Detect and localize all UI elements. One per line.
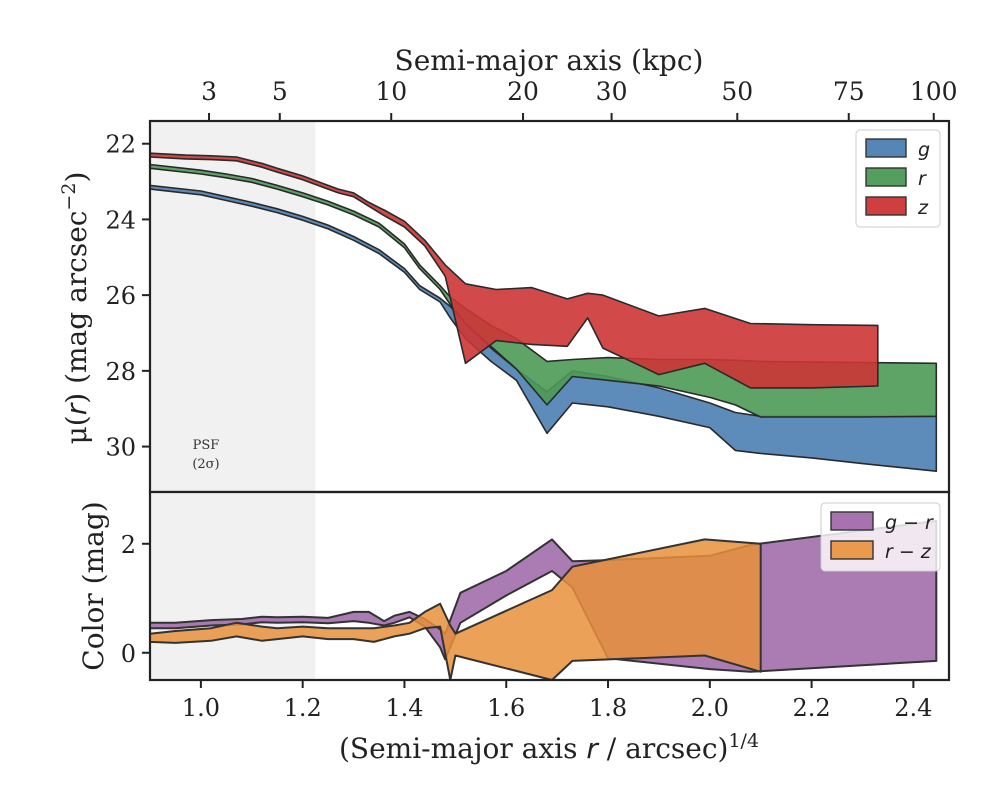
x-tick-label: 2.4 xyxy=(894,694,932,722)
color-legend: g − r r − z xyxy=(820,502,941,572)
x-tick-label: 2.2 xyxy=(793,694,831,722)
legend-swatch xyxy=(865,138,907,158)
color-panel: 0 2 1.0 1.2 1.4 1.6 1.8 2.0 2.2 2.4 g − r r − z xyxy=(121,490,951,722)
y-tick-label: 2 xyxy=(121,531,136,559)
top-axis-title: Semi-major axis (kpc) xyxy=(395,44,704,77)
x-tick-label: 1.4 xyxy=(385,694,423,722)
x-tick-label: 1.8 xyxy=(589,694,627,722)
x-tick-label: 1.0 xyxy=(182,694,220,722)
y-axis-label-color: Color (mag) xyxy=(77,501,110,670)
y-tick-label: 26 xyxy=(105,282,136,310)
x-tick-label: 1.2 xyxy=(284,694,322,722)
legend-swatch xyxy=(830,511,874,531)
x-tick-label: 2.0 xyxy=(691,694,729,722)
top-x-tick-label: 10 xyxy=(375,77,407,106)
legend-swatch xyxy=(830,540,874,560)
legend-label: z xyxy=(917,197,929,219)
top-x-tick-label: 100 xyxy=(910,77,958,106)
z-band-area xyxy=(149,152,879,389)
y-tick-label: 28 xyxy=(105,358,136,386)
x-tick-label: 1.6 xyxy=(487,694,525,722)
legend-label: g xyxy=(918,139,930,161)
g-band-area xyxy=(149,184,938,472)
r-minus-z-area xyxy=(149,538,762,681)
profile-legend: grz xyxy=(855,129,941,228)
top-x-tick-label: 75 xyxy=(833,77,865,106)
y-tick-label: 24 xyxy=(105,206,136,234)
legend-swatch xyxy=(865,167,907,187)
top-x-tick-label: 30 xyxy=(596,77,628,106)
y-tick-label: 0 xyxy=(121,640,136,668)
y-tick-label: 22 xyxy=(105,131,136,159)
r-band-area xyxy=(149,163,938,418)
legend-label: r xyxy=(918,168,927,190)
legend-label: g − r xyxy=(885,512,934,534)
psf-label-line2: (2σ) xyxy=(192,457,219,472)
legend-swatch xyxy=(865,196,907,216)
psf-shade xyxy=(150,121,316,492)
top-x-tick-label: 50 xyxy=(721,77,753,106)
profile-panel: 22 24 26 28 30 3 5 10 20 30 50 75 100 PSF (2σ) Semi… xyxy=(105,44,958,494)
top-x-tick-label: 5 xyxy=(272,77,288,106)
top-x-tick-label: 3 xyxy=(201,77,217,106)
y-tick-label: 30 xyxy=(105,434,136,462)
x-axis-label: (Semi-major axis r / arcsec)1/4 xyxy=(339,730,759,765)
legend-label: r − z xyxy=(885,541,932,563)
top-x-tick-label: 20 xyxy=(507,77,539,106)
color-plot-frame xyxy=(148,490,951,682)
y-axis-label-profile: μ(r) (mag arcsec−2) xyxy=(58,172,93,445)
psf-label-line1: PSF xyxy=(193,438,220,453)
psf-shade-color xyxy=(150,492,316,680)
